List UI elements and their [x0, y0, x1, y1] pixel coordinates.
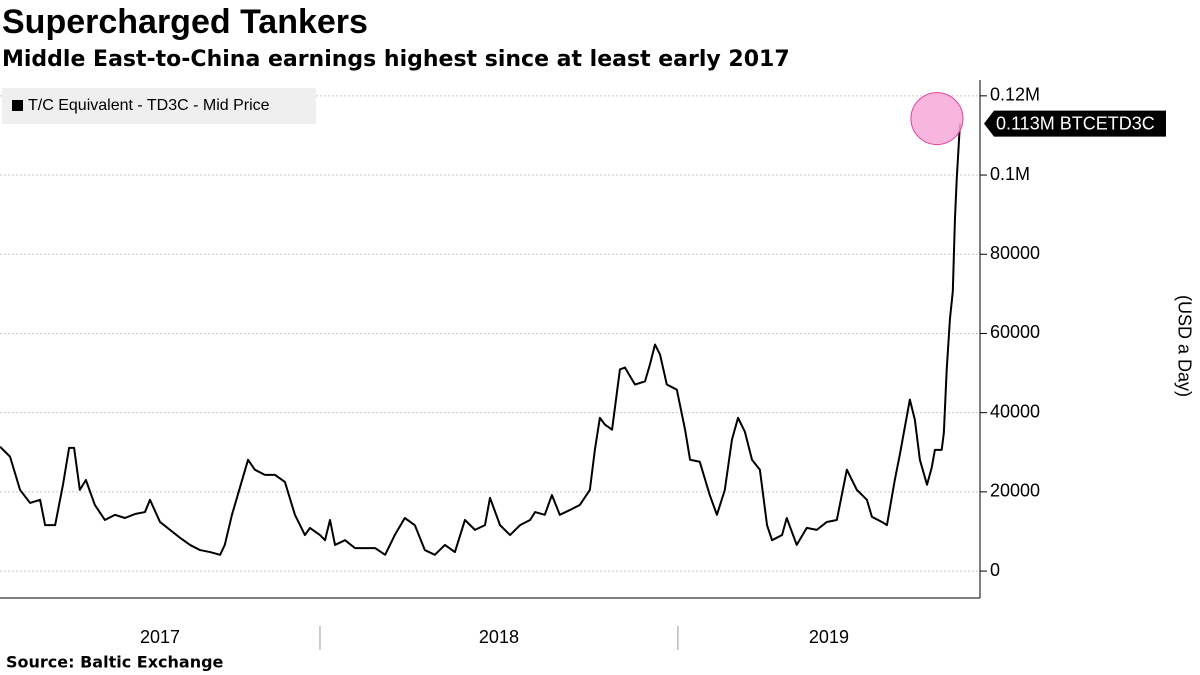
last-value-label: 0.113M BTCETD3C	[996, 113, 1155, 133]
legend-swatch	[12, 100, 23, 111]
y-axis-label: (USD a Day)	[1174, 295, 1194, 397]
y-tick-label: 20000	[990, 481, 1040, 501]
y-tick-label: 0.12M	[990, 85, 1040, 105]
chart-title: Supercharged Tankers	[2, 3, 368, 41]
x-tick-label: 2018	[479, 627, 519, 647]
legend-box	[2, 88, 316, 124]
y-tick-label: 60000	[990, 322, 1040, 342]
y-tick-label: 80000	[990, 243, 1040, 263]
y-tick-label: 0	[990, 560, 1000, 580]
legend: T/C Equivalent - TD3C - Mid Price	[2, 88, 316, 124]
source: Source: Baltic Exchange	[6, 653, 224, 672]
x-tick-label: 2019	[809, 627, 849, 647]
x-tick-label: 2017	[140, 627, 180, 647]
highlight-circle	[910, 92, 964, 146]
y-tick-label: 40000	[990, 401, 1040, 421]
chart-subtitle: Middle East-to-China earnings highest si…	[2, 47, 790, 72]
legend-label: T/C Equivalent - TD3C - Mid Price	[28, 97, 270, 114]
data-line	[0, 123, 961, 556]
y-tick-label: 0.1M	[990, 164, 1030, 184]
last-value-box	[984, 110, 1166, 137]
